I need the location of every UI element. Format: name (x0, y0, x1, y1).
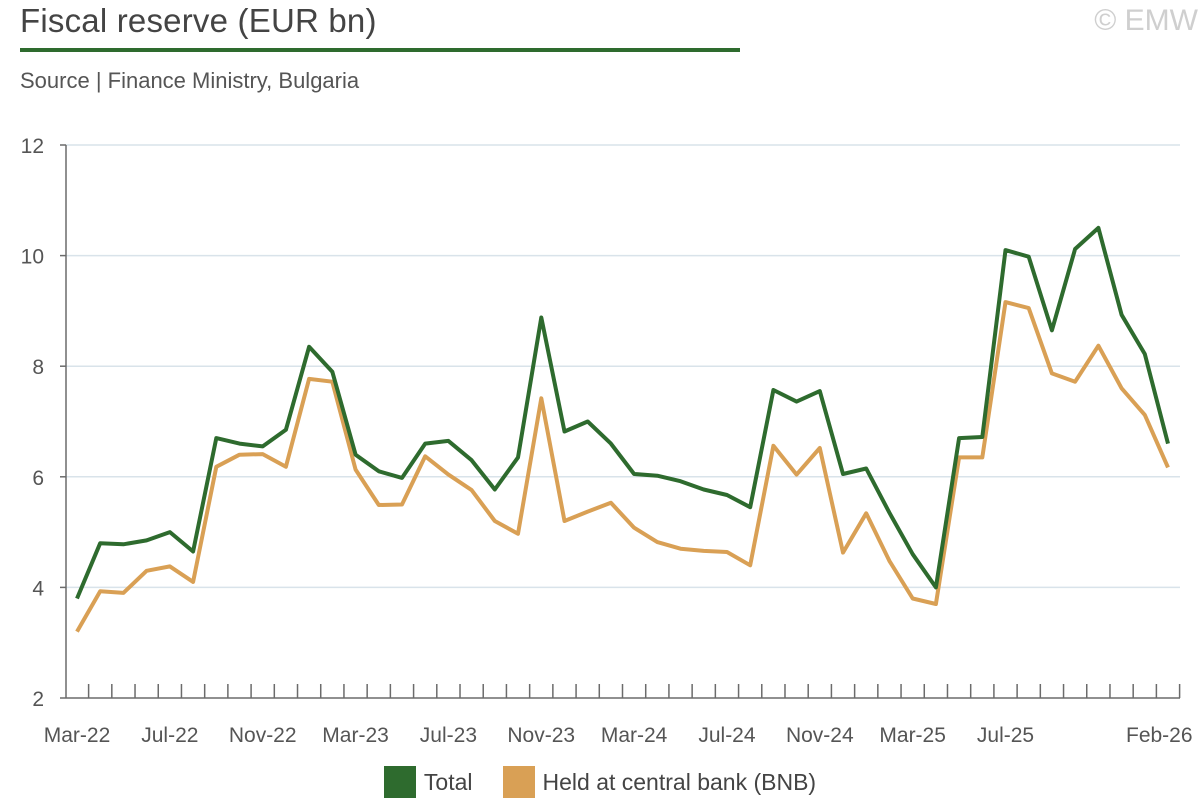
copyright-watermark: © EMW (1094, 4, 1198, 37)
x-tick-label-Jul-24: Jul-24 (698, 724, 756, 747)
y-tick-label-10: 10 (21, 246, 44, 269)
tick-labels: 2 4 6 8 10 12 Mar-22 Jul-22 Nov-22 Mar-23 Jul-23 No… (21, 135, 1193, 747)
legend-label-bnb: Held at central bank (BNB) (542, 768, 817, 795)
legend-item-bnb: Held at central bank (BNB) (502, 766, 817, 798)
y-tick-label-2: 2 (32, 688, 44, 711)
x-tick-label-Nov-22: Nov-22 (229, 724, 297, 747)
x-tick-label-Mar-25: Mar-25 (879, 724, 946, 747)
axes (60, 144, 1181, 699)
y-tick-label-12: 12 (21, 135, 44, 158)
series-line-bnb (75, 300, 1170, 633)
chart-subtitle: Source | Finance Ministry, Bulgaria (20, 68, 360, 93)
legend-label-total: Total (423, 768, 473, 795)
gridlines (66, 144, 1180, 589)
x-tick-label-Nov-23: Nov-23 (507, 724, 575, 747)
y-tick-label-6: 6 (32, 467, 44, 490)
chart-title: Fiscal reserve (EUR bn) (20, 2, 377, 39)
series-line-total (75, 225, 1170, 600)
legend-swatch-total (383, 766, 416, 798)
y-tick-label-4: 4 (32, 577, 44, 600)
y-tick-label-8: 8 (32, 356, 44, 379)
x-tick-label-Jul-22: Jul-22 (141, 724, 198, 747)
title-underline (20, 48, 740, 52)
x-tick-label-Mar-24: Mar-24 (601, 724, 668, 747)
legend-item-total: Total (383, 766, 473, 798)
x-tick-label-Jul-23: Jul-23 (420, 724, 477, 747)
x-tick-label-Mar-22: Mar-22 (44, 724, 111, 747)
legend-swatch-bnb (502, 766, 535, 798)
legend: Total Held at central bank (BNB) (0, 766, 1200, 798)
series-lines (75, 225, 1170, 633)
x-tick-label-Feb-26: Feb-26 (1126, 724, 1193, 747)
x-tick-label-Nov-24: Nov-24 (786, 724, 854, 747)
x-tick-label-Jul-25: Jul-25 (977, 724, 1034, 747)
x-tick-label-Mar-23: Mar-23 (322, 724, 389, 747)
